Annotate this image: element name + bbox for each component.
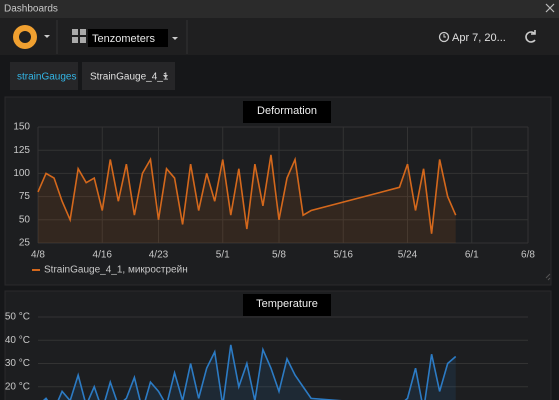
time-picker[interactable]: Apr 7, 20... — [438, 31, 506, 44]
window-title: Dashboards — [4, 4, 58, 15]
logo-menu[interactable] — [13, 25, 50, 49]
panel-title-bg — [243, 294, 331, 316]
variable-dropdown[interactable]: StrainGauge_4_1 — [82, 62, 175, 90]
panel — [4, 96, 552, 286]
y-tick-label: 50 — [19, 214, 31, 225]
x-tick-label: 5/24 — [398, 250, 418, 261]
line — [42, 344, 457, 400]
charts: Deformation 25 50 75 100 125 150 4/8 4/16 4/23 5/1… — [5, 101, 535, 400]
y-tick-label: 125 — [13, 145, 30, 156]
area — [44, 344, 456, 400]
x-tick-label: 5/1 — [216, 250, 230, 261]
y-tick-label: 150 — [13, 122, 30, 133]
legend-label: StrainGauge_4_1, микрострейн — [44, 265, 188, 276]
y-tick-label: 30 °C — [5, 358, 30, 369]
title-bar — [0, 0, 559, 18]
resize-handle[interactable] — [545, 273, 551, 281]
variable-label-box — [10, 62, 78, 90]
panel-title: Deformation — [257, 105, 317, 117]
x-tick-label: 4/16 — [93, 250, 113, 261]
time-range: Apr 7, 20... — [452, 32, 506, 44]
line — [37, 154, 457, 234]
x-tick-label: 5/16 — [334, 250, 354, 261]
variable-value: StrainGauge_4_1 — [90, 72, 169, 83]
y-tick-label: 75 — [19, 191, 31, 202]
panel-title: Temperature — [256, 298, 318, 310]
x-tick-label: 5/8 — [272, 250, 286, 261]
close-button[interactable] — [545, 3, 555, 13]
x-tick-label: 6/8 — [521, 250, 535, 261]
y-tick-label: 25 — [19, 238, 31, 249]
refresh-button[interactable] — [525, 30, 536, 43]
x-tick-label: 4/23 — [149, 250, 169, 261]
x-tick-label: 4/8 — [31, 250, 45, 261]
dashboard-picker[interactable]: Tenzometers — [72, 29, 178, 47]
dashboard-name: Tenzometers — [92, 33, 155, 45]
y-tick-label: 20 °C — [5, 381, 30, 392]
panel-title-bg — [243, 101, 331, 123]
y-tick-label: 50 °C — [5, 312, 30, 323]
y-tick-label: 40 °C — [5, 335, 30, 346]
x-tick-label: 6/1 — [465, 250, 479, 261]
variable-label: strainGauges — [17, 72, 76, 83]
y-tick-label: 100 — [13, 168, 30, 179]
